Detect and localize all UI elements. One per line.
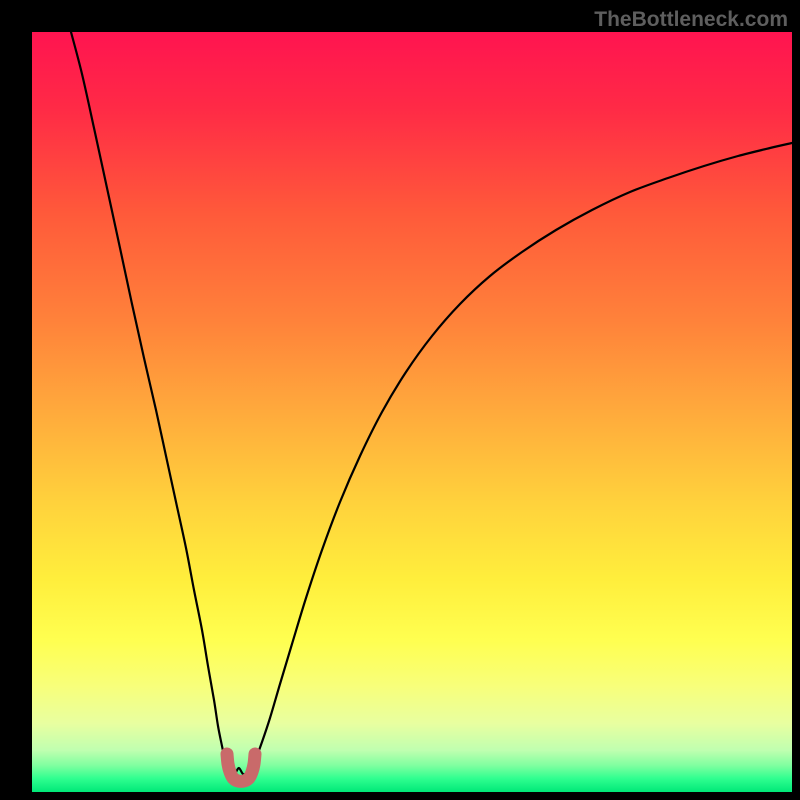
u-marker — [227, 754, 255, 781]
plot-svg — [32, 32, 792, 792]
watermark-text: TheBottleneck.com — [594, 8, 788, 32]
v-curve — [71, 32, 792, 774]
plot-area — [32, 32, 792, 792]
